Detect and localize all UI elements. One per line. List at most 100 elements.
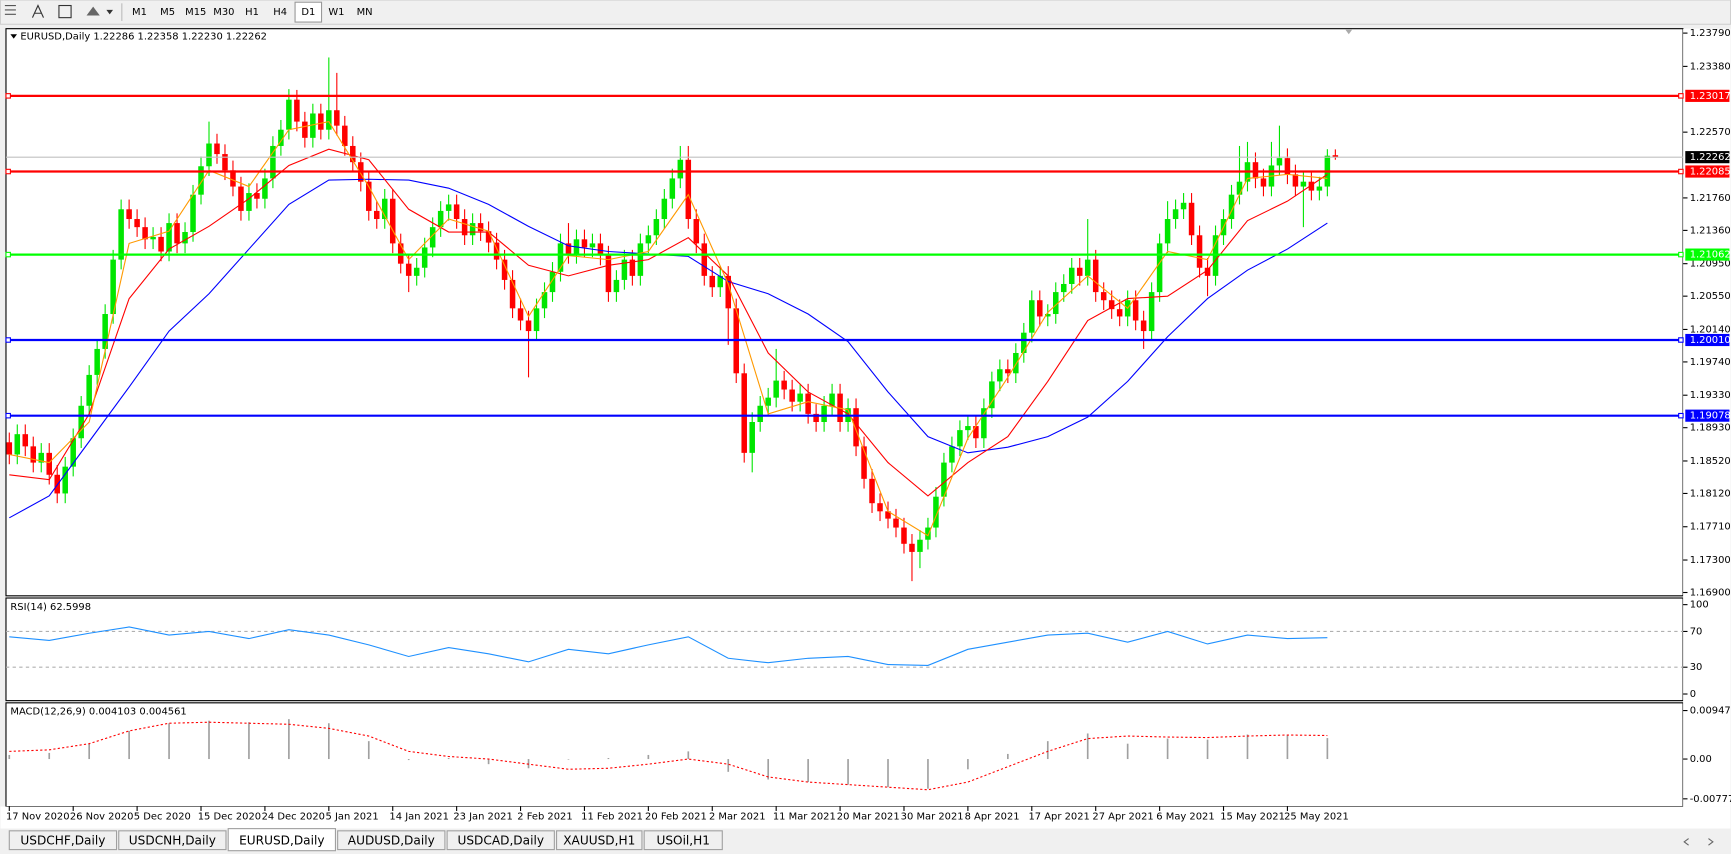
candle-body xyxy=(581,239,588,248)
candle-body xyxy=(909,543,915,552)
tab-label[interactable]: AUDUSD,Daily xyxy=(348,833,435,847)
timeframe-button[interactable]: W1 xyxy=(328,7,344,18)
candle-body xyxy=(757,405,763,423)
tab[interactable] xyxy=(337,830,446,851)
candle-body xyxy=(342,125,348,146)
y-tick-label: 1.21760 xyxy=(1690,193,1731,204)
timeframe-button[interactable]: M5 xyxy=(160,7,175,18)
candle-body xyxy=(1116,309,1123,317)
candle-body xyxy=(557,243,564,272)
tab[interactable] xyxy=(643,830,723,851)
candle-body xyxy=(853,408,859,447)
x-tick-label: 5 Jan 2021 xyxy=(326,811,379,822)
candle-body xyxy=(877,503,883,512)
macd-histogram-bar xyxy=(487,759,490,765)
x-tick-label: 17 Nov 2020 xyxy=(6,811,70,822)
timeframe-button[interactable]: MN xyxy=(357,7,373,18)
macd-histogram-bar xyxy=(1206,739,1209,760)
candle-body xyxy=(637,243,644,276)
timeframe-button[interactable]: M15 xyxy=(185,7,206,18)
moving-average xyxy=(9,120,1328,537)
level-handle[interactable] xyxy=(1678,93,1684,99)
y-tick-label: 1.19740 xyxy=(1690,357,1731,368)
candle-body xyxy=(1204,267,1211,276)
level-handle[interactable] xyxy=(5,412,11,419)
y-tick-label: 1.17300 xyxy=(1690,555,1731,566)
x-tick-label: 24 Dec 2020 xyxy=(262,811,325,822)
candle-body xyxy=(701,243,708,276)
macd-histogram-bar xyxy=(1126,743,1129,760)
icon-dropdown[interactable] xyxy=(106,9,114,15)
candle-body xyxy=(389,198,396,244)
level-handle[interactable] xyxy=(1678,412,1684,419)
tab-active[interactable] xyxy=(227,828,336,852)
candle-body xyxy=(405,263,412,276)
candle-body xyxy=(1076,267,1083,276)
tab[interactable] xyxy=(556,830,643,851)
candle-body xyxy=(22,434,29,447)
timeframe-button[interactable]: M30 xyxy=(213,7,234,18)
candle-body xyxy=(246,193,252,211)
icon-lines[interactable] xyxy=(4,4,16,15)
x-tick-label: 5 Dec 2020 xyxy=(134,811,191,822)
level-label-box xyxy=(1685,409,1730,422)
candle-body xyxy=(1108,300,1115,310)
candle-body xyxy=(381,198,388,220)
level-handle[interactable] xyxy=(5,337,11,343)
x-tick-label: 26 Nov 2020 xyxy=(70,811,134,822)
icon-text[interactable] xyxy=(31,4,44,18)
tab[interactable] xyxy=(118,830,227,851)
level-handle[interactable] xyxy=(5,168,11,175)
timeframe-button[interactable]: D1 xyxy=(301,7,315,18)
candle-body xyxy=(925,527,931,540)
level-label: 1.19078 xyxy=(1690,411,1731,422)
level-label-box xyxy=(1685,333,1730,347)
macd-histogram-bar xyxy=(847,759,849,785)
candle-body xyxy=(1092,259,1099,293)
candle-body xyxy=(206,143,212,167)
x-tick-label: 17 Apr 2021 xyxy=(1028,811,1089,822)
macd-histogram-bar xyxy=(208,720,210,760)
tab-scroll[interactable] xyxy=(1683,838,1714,846)
candle-body xyxy=(294,99,300,122)
level-handle[interactable] xyxy=(1678,168,1684,175)
candle-body xyxy=(669,178,676,199)
y-tick-label: 1.17710 xyxy=(1690,522,1731,533)
x-tick-label: 23 Jan 2021 xyxy=(453,811,512,822)
level-handle[interactable] xyxy=(1678,251,1684,258)
level-label: 1.20010 xyxy=(1690,335,1731,346)
candle-body xyxy=(1132,300,1139,321)
level-handle[interactable] xyxy=(5,251,11,258)
current-price-box xyxy=(1685,151,1730,164)
tab[interactable] xyxy=(8,830,118,851)
candle-body xyxy=(517,308,524,321)
collapse-arrow[interactable] xyxy=(10,34,18,39)
icon-arrows[interactable] xyxy=(86,6,100,16)
macd-histogram-bar xyxy=(687,751,690,760)
tab-label[interactable]: USDCHF,Daily xyxy=(20,833,105,847)
y-tick-label: 1.19330 xyxy=(1690,390,1731,401)
tab-label[interactable]: USDCNH,Daily xyxy=(129,833,216,847)
moving-average xyxy=(9,148,1328,497)
tab-label[interactable]: USOil,H1 xyxy=(656,833,710,847)
timeframe-button[interactable]: H1 xyxy=(245,7,259,18)
candle-body xyxy=(501,259,508,280)
timeframe-button[interactable]: H4 xyxy=(273,7,287,18)
icon-label[interactable] xyxy=(58,4,72,19)
level-handle[interactable] xyxy=(5,93,11,99)
tab[interactable] xyxy=(446,830,555,851)
tab-label[interactable]: USDCAD,Daily xyxy=(457,833,544,847)
timeframe-button[interactable]: M1 xyxy=(132,7,147,18)
macd-histogram-bar xyxy=(248,722,250,760)
y-tick-label: -0.007778 xyxy=(1690,794,1731,805)
candle-body xyxy=(1260,178,1267,187)
x-tick-label: 15 May 2021 xyxy=(1220,811,1285,822)
candle-body xyxy=(1068,267,1075,284)
candle-body xyxy=(350,145,356,163)
candle-body xyxy=(549,271,556,293)
tab-label[interactable]: XAUUSD,H1 xyxy=(563,833,635,847)
tab-label[interactable]: EURUSD,Daily xyxy=(239,833,324,847)
level-handle[interactable] xyxy=(1678,337,1684,343)
y-tick-label: 1.20550 xyxy=(1690,291,1731,302)
